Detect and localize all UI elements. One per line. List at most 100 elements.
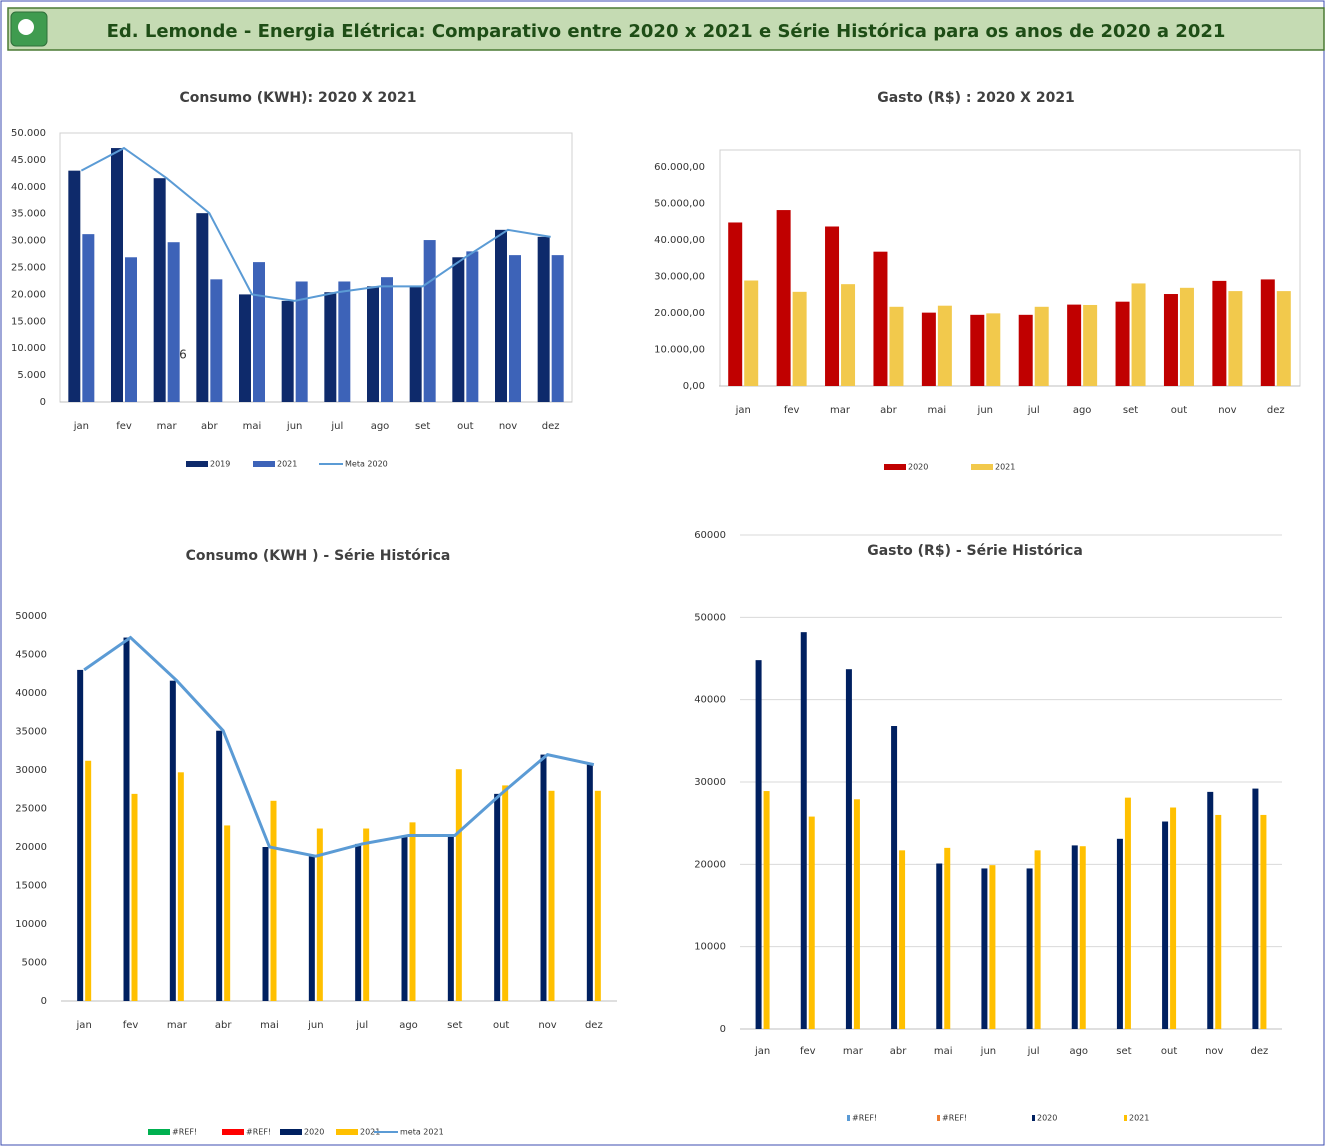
line-series [80,146,551,302]
bar [68,170,81,402]
y-tick-label: 30.000,00 [654,272,705,283]
x-tick-label: out [457,421,473,432]
bar [239,294,251,402]
x-tick-label: fev [784,405,800,416]
x-tick-label: fev [123,1020,139,1031]
line-series [83,635,595,858]
y-tick-label: 35.000 [11,209,46,220]
x-tick-label: out [1161,1046,1177,1057]
bar [338,281,351,402]
bar [224,825,231,1001]
bar [494,793,501,1001]
y-tick-label: 5.000 [17,370,46,381]
legend-swatch [253,461,275,467]
x-tick-label: dez [542,421,560,432]
header-icon-plug [18,19,34,35]
bar [509,255,521,402]
y-tick-label: 40.000,00 [654,235,705,246]
bar [586,764,593,1001]
x-tick-label: set [447,1020,462,1031]
y-tick-label: 35000 [15,727,47,738]
bar [845,669,852,1029]
bar [308,856,315,1001]
x-tick-label: mar [157,421,178,432]
legend-swatch [336,1129,358,1135]
bar [889,306,904,386]
x-tick-label: ago [371,421,390,432]
bar [792,291,807,386]
bar [1115,301,1130,386]
legend-label: #REF! [942,1114,967,1123]
y-tick-label: 20000 [15,842,47,853]
chart-title: Consumo (KWH): 2020 X 2021 [180,90,417,106]
x-tick-label: jan [76,1020,92,1031]
x-tick-label: dez [1267,405,1285,416]
legend-swatch [222,1129,244,1135]
bar [153,178,166,402]
y-tick-label: 30.000 [11,236,46,247]
bar [401,835,408,1001]
chart-title: Gasto (R$) - Série Histórica [867,543,1083,559]
bar [82,234,95,402]
x-tick-label: jun [286,421,302,432]
legend-label: meta 2021 [400,1128,444,1137]
bar [123,637,130,1001]
x-tick-label: abr [880,405,897,416]
legend-swatch [1032,1115,1035,1121]
x-tick-label: out [1171,405,1187,416]
bar [937,305,952,386]
bar [455,769,462,1001]
y-tick-label: 50000 [694,612,726,623]
x-tick-label: jun [980,1046,996,1057]
legend-swatch [148,1129,170,1135]
bar [196,213,209,402]
y-tick-label: 60000 [694,530,726,541]
bar [1067,304,1082,386]
bar [381,277,393,402]
y-tick-label: 40000 [694,695,726,706]
bar [989,865,996,1029]
bar [210,279,223,402]
bar [1179,287,1194,386]
bar [1212,280,1227,386]
bar [853,799,860,1029]
y-tick-label: 20000 [694,859,726,870]
x-tick-label: mai [928,405,947,416]
x-tick-label: jul [1027,1046,1040,1057]
bar [594,790,601,1001]
legend-label: #REF! [172,1128,197,1137]
bar [728,222,743,386]
y-tick-label: 30000 [15,765,47,776]
x-tick-label: nov [499,421,517,432]
bar [1034,306,1049,386]
chart-title: Consumo (KWH ) - Série Histórica [186,548,451,564]
legend-label: #REF! [246,1128,271,1137]
x-tick-label: mai [260,1020,279,1031]
x-tick-label: mar [167,1020,188,1031]
bar [921,312,936,386]
bar [944,847,951,1029]
bar [841,284,856,386]
bar [808,816,815,1029]
legend-swatch [884,464,906,470]
x-tick-label: abr [215,1020,232,1031]
x-tick-label: set [415,421,430,432]
y-tick-label: 10.000,00 [654,345,705,356]
bar [409,822,416,1001]
y-tick-label: 45000 [15,650,47,661]
bar [1071,845,1078,1029]
bar [281,300,294,402]
x-tick-label: mai [243,421,262,432]
y-tick-label: 20.000,00 [654,308,705,319]
bar [262,847,269,1001]
bar [744,280,759,386]
legend-swatch [280,1129,302,1135]
bar [466,251,479,402]
bar [1276,291,1291,386]
bar [177,772,184,1001]
x-tick-label: ago [399,1020,418,1031]
y-tick-label: 0 [41,996,47,1007]
x-tick-label: abr [890,1046,907,1057]
x-tick-label: jun [307,1020,323,1031]
